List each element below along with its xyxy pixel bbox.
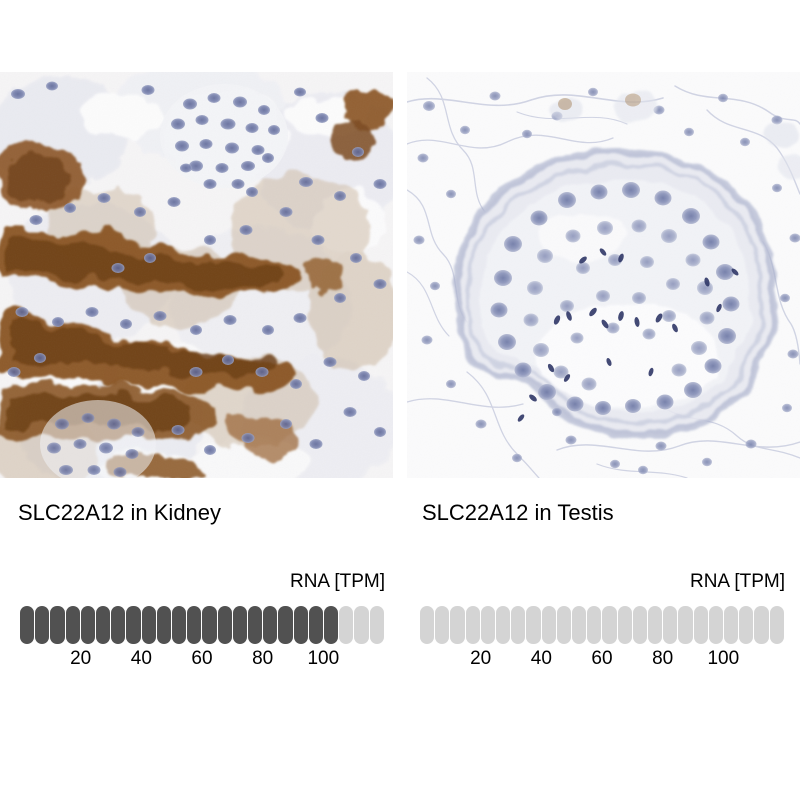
gauge-segment <box>96 606 111 644</box>
gauge-segment <box>111 606 126 644</box>
gauge-segment <box>511 606 526 644</box>
rna-gauge-bars-kidney[interactable] <box>20 606 384 644</box>
gauge-tick-label: 40 <box>130 648 152 669</box>
gauge-segment <box>278 606 293 644</box>
caption-testis: SLC22A12 in Testis <box>422 500 614 525</box>
gauge-segment <box>420 606 435 644</box>
gauge-segment <box>739 606 754 644</box>
gauge-segment <box>526 606 541 644</box>
gauge-segment <box>156 606 172 644</box>
rna-gauge-bars-testis[interactable] <box>420 606 784 644</box>
gauge-segment <box>202 606 217 644</box>
micrograph-panel-pair <box>0 72 800 478</box>
gauge-segment <box>248 606 263 644</box>
rna-gauge-ticks-testis: 20 40 60 80 100 <box>400 647 800 673</box>
gauge-tick-label: 20 <box>470 648 492 669</box>
gauge-segment <box>232 606 248 644</box>
gauge-segment <box>617 606 632 644</box>
kidney-tissue-svg <box>0 72 393 478</box>
gauge-segment <box>602 606 617 644</box>
gauge-segment <box>450 606 465 644</box>
micrograph-panel-kidney[interactable] <box>0 72 393 478</box>
gauge-segment <box>354 606 369 644</box>
gauge-segment <box>293 606 308 644</box>
gauge-segment <box>769 606 784 644</box>
gauge-segment <box>693 606 708 644</box>
gauge-segment <box>80 606 96 644</box>
gauge-segment <box>541 606 556 644</box>
gauge-segment <box>65 606 80 644</box>
gauge-tick-label: 80 <box>252 648 274 669</box>
gauge-segment <box>480 606 496 644</box>
caption-kidney: SLC22A12 in Kidney <box>18 500 222 525</box>
gauge-segment <box>648 606 663 644</box>
gauge-segment <box>678 606 693 644</box>
rna-gauge-testis: RNA [TPM] 20 40 60 80 100 <box>400 570 800 680</box>
gauge-tick-label: 60 <box>591 648 613 669</box>
gauge-segment <box>35 606 50 644</box>
gauge-segment <box>572 606 587 644</box>
testis-tissue-image <box>407 72 800 478</box>
gauge-segment <box>126 606 141 644</box>
gauge-segment <box>754 606 769 644</box>
gauge-segment <box>217 606 232 644</box>
gauge-segment <box>263 606 278 644</box>
gauge-segment <box>339 606 354 644</box>
gauge-segment <box>172 606 187 644</box>
gauge-segment <box>20 606 35 644</box>
gauge-segment <box>556 606 572 644</box>
gauge-segment <box>632 606 648 644</box>
gauge-segment <box>187 606 202 644</box>
interstitial-nuclei <box>413 87 800 475</box>
kidney-tissue-image <box>0 72 393 478</box>
rna-gauge-ticks-kidney: 20 40 60 80 100 <box>0 647 400 673</box>
germ-cell-nuclei <box>490 182 740 415</box>
gauge-tick-label: 40 <box>530 648 552 669</box>
gauge-segment <box>587 606 602 644</box>
gauge-segment <box>465 606 480 644</box>
gauge-tick-label: 80 <box>652 648 674 669</box>
gauge-segment <box>308 606 324 644</box>
gauge-tick-label: 60 <box>191 648 213 669</box>
gauge-segment <box>435 606 450 644</box>
micrograph-panel-testis[interactable] <box>407 72 800 478</box>
gauge-tick-label: 100 <box>307 648 340 669</box>
gauge-segment <box>708 606 724 644</box>
rna-tpm-label-kidney: RNA [TPM] <box>289 571 385 592</box>
caption-row: SLC22A12 in Kidney SLC22A12 in Testis <box>0 498 800 538</box>
nuclei <box>7 81 387 455</box>
rna-tpm-label-testis: RNA [TPM] <box>689 571 785 592</box>
gauge-segment <box>141 606 156 644</box>
gauge-segment <box>324 606 339 644</box>
glomerulus <box>160 84 288 189</box>
glomerulus-lower <box>40 400 156 478</box>
gauge-tick-label: 20 <box>70 648 92 669</box>
gauge-segment <box>369 606 384 644</box>
gauge-tick-label: 100 <box>707 648 740 669</box>
testis-tissue-svg <box>407 72 800 478</box>
gauge-segment <box>663 606 678 644</box>
gauge-segment <box>50 606 65 644</box>
gauge-segment <box>496 606 511 644</box>
rna-gauge-kidney: RNA [TPM] 20 40 60 80 100 <box>0 570 400 680</box>
spermatid-heads <box>517 248 739 422</box>
gauge-segment <box>724 606 739 644</box>
